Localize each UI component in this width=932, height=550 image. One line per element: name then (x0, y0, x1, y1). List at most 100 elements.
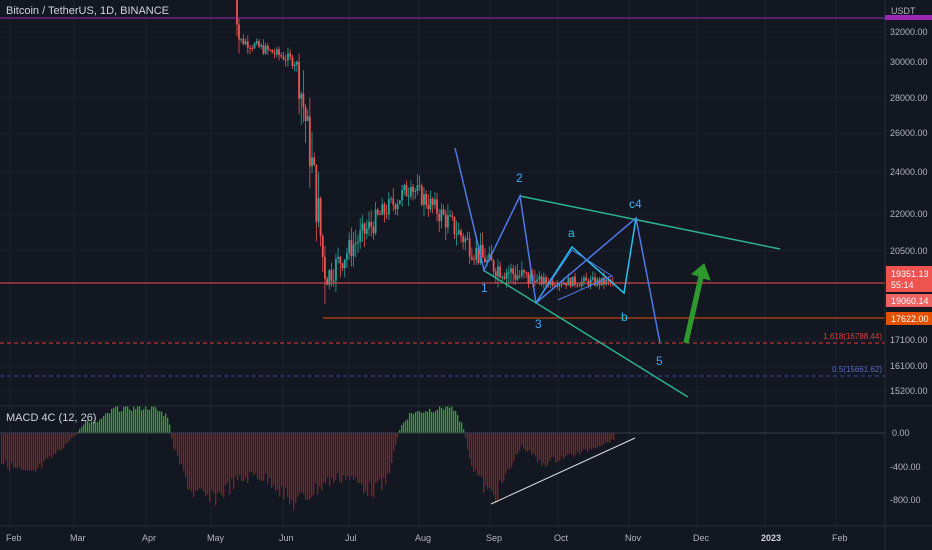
macd-bar-37 (75, 433, 77, 435)
candle-body-46 (332, 280, 335, 282)
candle-body-156 (574, 276, 576, 285)
candle-body-159 (580, 281, 583, 286)
macd-bar-213 (427, 411, 429, 433)
macd-bar-35 (71, 433, 73, 438)
time-label-nov: Nov (625, 533, 642, 543)
macd-bar-200 (401, 424, 403, 433)
macd-bar-243 (487, 433, 489, 490)
macd-bar-14 (29, 433, 31, 471)
price-candles (236, 0, 614, 304)
macd-bar-40 (81, 427, 83, 433)
candle-body-2 (236, 0, 238, 25)
macd-bar-168 (337, 433, 339, 474)
macd-bar-12 (25, 433, 27, 471)
macd-bar-170 (341, 433, 343, 483)
candle-body-66 (376, 209, 379, 214)
support-badge (886, 312, 932, 325)
candle-body-94 (438, 213, 441, 221)
macd-bar-3 (7, 433, 9, 468)
macd-bar-151 (303, 433, 305, 495)
macd-bar-69 (139, 406, 141, 433)
wave-label-3: 3 (535, 317, 542, 331)
candle-body-11 (255, 41, 258, 44)
macd-bar-105 (211, 433, 213, 490)
macd-bar-30 (61, 433, 63, 450)
price-tick-28000: 28000.00 (890, 93, 928, 103)
macd-bar-289 (579, 433, 581, 455)
time-label-may: May (207, 533, 225, 543)
candle-body-44 (328, 270, 331, 285)
macd-bar-220 (441, 407, 443, 433)
macd-bar-191 (383, 433, 385, 478)
candle-body-168 (600, 277, 603, 285)
candle-body-141 (540, 276, 543, 285)
candle-body-109 (470, 256, 473, 260)
candle-body-28 (293, 64, 296, 67)
macd-bar-76 (153, 406, 155, 433)
macd-bar-201 (403, 422, 405, 433)
macd-bar-84 (169, 424, 171, 433)
macd-bar-261 (523, 433, 525, 449)
macd-bar-206 (413, 414, 415, 433)
macd-bar-244 (489, 433, 491, 488)
price-tick-24000: 24000.00 (890, 167, 928, 177)
macd-bar-99 (199, 433, 201, 489)
candle-body-91 (431, 198, 434, 205)
candle-body-19 (273, 53, 276, 55)
candle-body-154 (569, 278, 572, 287)
candle-body-68 (381, 204, 384, 215)
macd-bar-112 (225, 433, 227, 485)
candle-body-65 (374, 209, 377, 234)
macd-bar-57 (115, 406, 117, 433)
candle-body-52 (346, 253, 348, 260)
macd-bar-187 (375, 433, 377, 484)
candle-body-55 (352, 244, 355, 257)
candle-body-5 (242, 38, 245, 45)
macd-bar-154 (309, 433, 311, 500)
macd-bar-121 (243, 433, 245, 482)
macd-bar-301 (603, 433, 605, 445)
macd-bar-229 (459, 421, 461, 433)
macd-bar-86 (173, 433, 175, 449)
channel-upper-line (519, 195, 781, 250)
candle-body-122 (499, 266, 502, 278)
macd-bar-298 (597, 433, 599, 448)
candle-body-93 (436, 199, 438, 214)
macd-bar-209 (419, 411, 421, 433)
macd-bar-218 (437, 409, 439, 433)
price-tick-30000: 30000.00 (890, 57, 928, 67)
candle-body-61 (365, 228, 368, 234)
macd-bar-93 (187, 433, 189, 490)
macd-bar-203 (407, 419, 409, 433)
level-badge-value: 19060.14 (891, 296, 929, 306)
candle-body-123 (501, 276, 504, 278)
macd-bar-273 (547, 433, 549, 466)
macd-bar-306 (613, 433, 615, 440)
macd-bar-169 (339, 433, 341, 482)
macd-bar-188 (377, 433, 379, 482)
candle-body-63 (370, 221, 373, 227)
candle-body-89 (427, 204, 430, 210)
macd-bar-279 (559, 433, 561, 461)
candle-body-124 (503, 276, 506, 279)
macd-bar-166 (333, 433, 335, 483)
macd-bar-258 (517, 433, 519, 454)
wave-label-c: c (629, 197, 635, 211)
macd-bar-125 (251, 433, 253, 472)
macd-bar-127 (255, 433, 257, 474)
macd-bar-204 (409, 413, 411, 433)
candle-body-126 (507, 272, 510, 274)
time-label-2023: 2023 (761, 533, 781, 543)
chart-title: Bitcoin / TetherUS, 1D, BINANCE (6, 5, 170, 17)
macd-bar-185 (371, 433, 373, 497)
time-label-aug: Aug (415, 533, 431, 543)
macd-bar-145 (291, 433, 293, 501)
macd-bar-189 (379, 433, 381, 479)
candle-body-102 (455, 234, 458, 236)
candle-body-74 (394, 204, 397, 210)
candle-body-48 (337, 256, 340, 260)
price-tick-20500: 20500.00 (890, 246, 928, 256)
candle-body-12 (258, 41, 260, 47)
macd-bar-96 (193, 433, 195, 497)
